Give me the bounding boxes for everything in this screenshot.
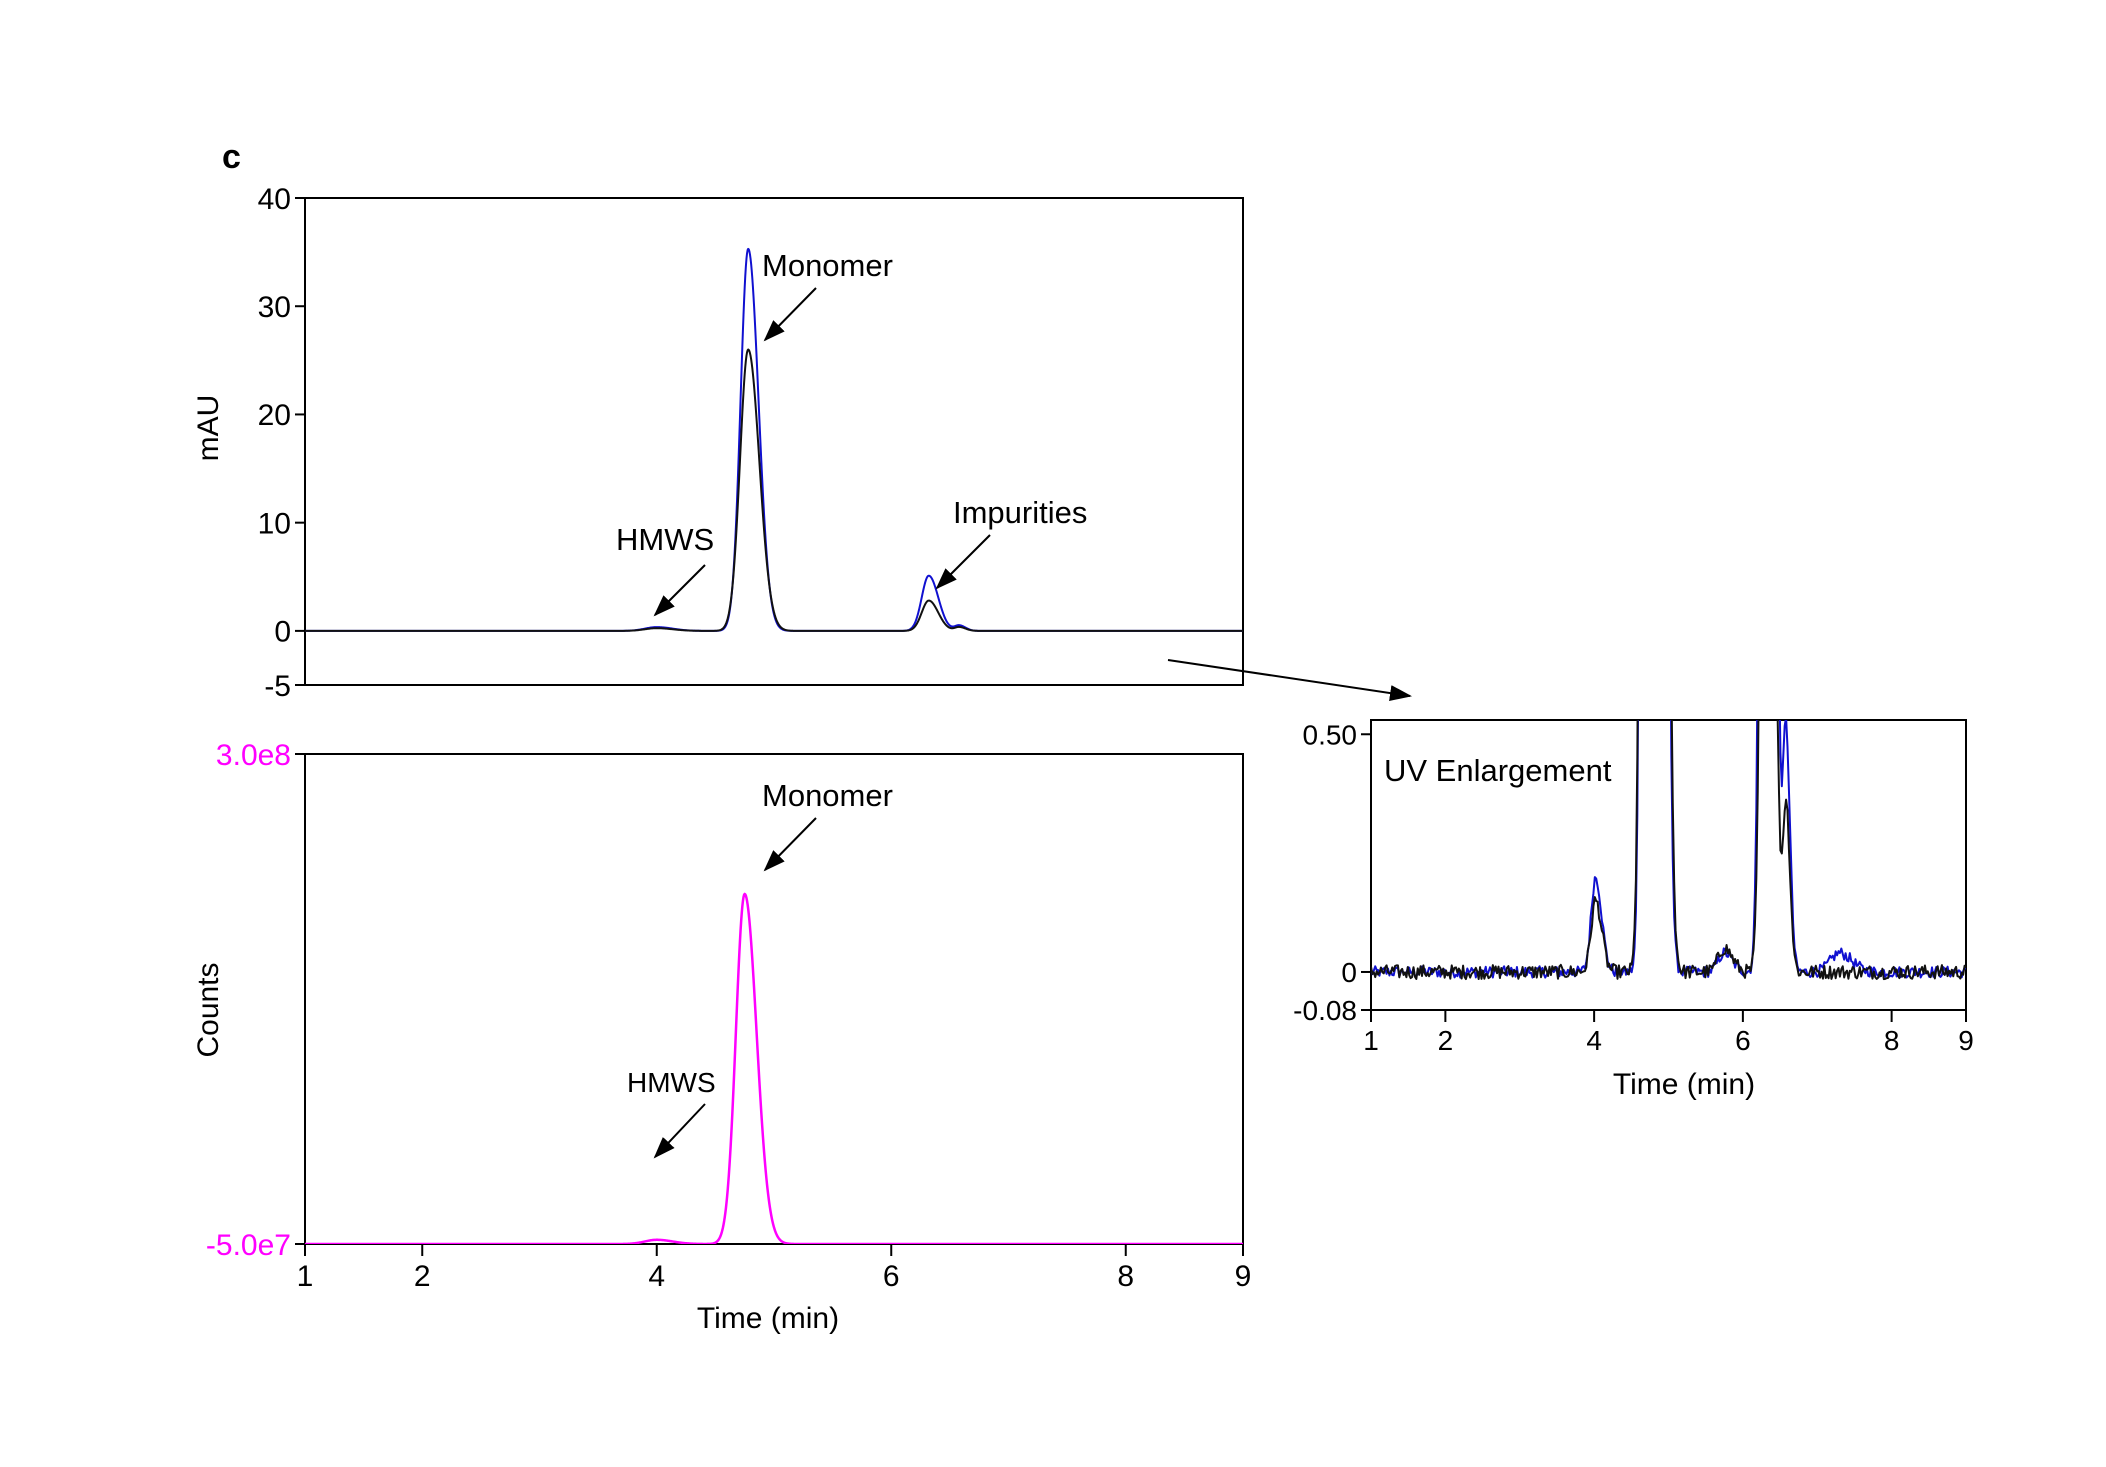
enlargement-x-tick-label: 6 (1735, 1025, 1751, 1056)
ms-traces (305, 892, 1243, 1244)
uv-traces (305, 247, 1243, 632)
ms-x-tick-label: 8 (1117, 1260, 1134, 1293)
ms-annotation-hmws: HMWS (627, 1067, 716, 1098)
ms-x-tick-label: 4 (648, 1260, 665, 1293)
panel-label: c (222, 138, 241, 176)
ms-x-ticks: 1 2 4 6 8 9 (297, 1244, 1252, 1293)
ms-x-tick-label: 9 (1235, 1260, 1252, 1293)
uv-impurities-arrow (935, 534, 991, 590)
enlargement-y-tick-label: 0 (1341, 957, 1357, 988)
ms-hmws-arrow (653, 1103, 706, 1159)
ms-monomer-arrow (763, 817, 817, 872)
uv-y-tick-label: 30 (258, 291, 291, 324)
uv-annotation-monomer: Monomer (762, 248, 893, 283)
enlargement-traces (1371, 720, 1966, 981)
uv-y-tick-label: 40 (258, 183, 291, 216)
enlargement-y-ticks: -0.08 0 0.50 (1293, 719, 1371, 1026)
uv-annotation-impurities: Impurities (953, 495, 1087, 530)
ms-y-ticks: -5.0e7 3.0e8 (206, 739, 305, 1262)
ms-x-axis-label: Time (min) (697, 1302, 839, 1335)
uv-chart: -5 0 10 20 30 40 mAU Monomer HMWS Impurities (192, 183, 1244, 703)
enlargement-x-ticks: 1 2 4 6 8 9 (1363, 1010, 1974, 1056)
enlargement-x-tick-label: 4 (1586, 1025, 1602, 1056)
uv-y-ticks: -5 0 10 20 30 40 (258, 183, 305, 703)
enlargement-connector-arrow (1167, 659, 1412, 701)
ms-x-tick-label: 1 (297, 1260, 314, 1293)
uv-y-axis-label: mAU (192, 395, 225, 462)
ms-chart: -5.0e7 3.0e8 1 2 4 6 8 9 Counts Time (min) Mon… (192, 739, 1251, 1335)
ms-annotation-monomer: Monomer (762, 778, 893, 813)
enlargement-x-tick-label: 2 (1438, 1025, 1454, 1056)
ms-y-tick-label: 3.0e8 (216, 739, 291, 772)
ms-y-axis-label: Counts (192, 962, 225, 1057)
enlargement-trace-blue (1371, 720, 1966, 979)
uv-y-tick-label: -5 (264, 670, 291, 703)
ms-annotations: Monomer HMWS (627, 778, 893, 1159)
ms-y-tick-label: -5.0e7 (206, 1229, 291, 1262)
uv-monomer-arrow (763, 287, 817, 342)
enlargement-y-tick-label: 0.50 (1303, 719, 1358, 750)
uv-annotations: Monomer HMWS Impurities (616, 248, 1087, 617)
uv-y-tick-label: 0 (274, 616, 291, 649)
ms-x-tick-label: 2 (414, 1260, 431, 1293)
enlargement-trace-black (1371, 720, 1966, 981)
ms-plot-frame (304, 753, 1244, 1245)
enlargement-plot-frame (1370, 719, 1967, 1011)
enlargement-x-tick-label: 1 (1363, 1025, 1379, 1056)
ms-trace-magenta (305, 892, 1243, 1244)
uv-hmws-arrow (653, 564, 706, 617)
enlargement-x-tick-label: 8 (1884, 1025, 1900, 1056)
enlargement-y-tick-label: -0.08 (1293, 995, 1357, 1026)
uv-plot-frame (304, 197, 1244, 686)
uv-annotation-hmws: HMWS (616, 522, 714, 557)
uv-trace-black (305, 348, 1243, 632)
ms-x-tick-label: 6 (883, 1260, 900, 1293)
enlargement-chart: -0.08 0 0.50 1 2 4 6 8 9 UV Enlargement Time (m… (1293, 719, 1974, 1101)
enlargement-x-tick-label: 9 (1958, 1025, 1974, 1056)
uv-y-tick-label: 10 (258, 507, 291, 540)
enlargement-x-axis-label: Time (min) (1613, 1068, 1755, 1101)
uv-y-tick-label: 20 (258, 399, 291, 432)
enlargement-title: UV Enlargement (1384, 753, 1612, 788)
uv-trace-blue (305, 247, 1243, 632)
